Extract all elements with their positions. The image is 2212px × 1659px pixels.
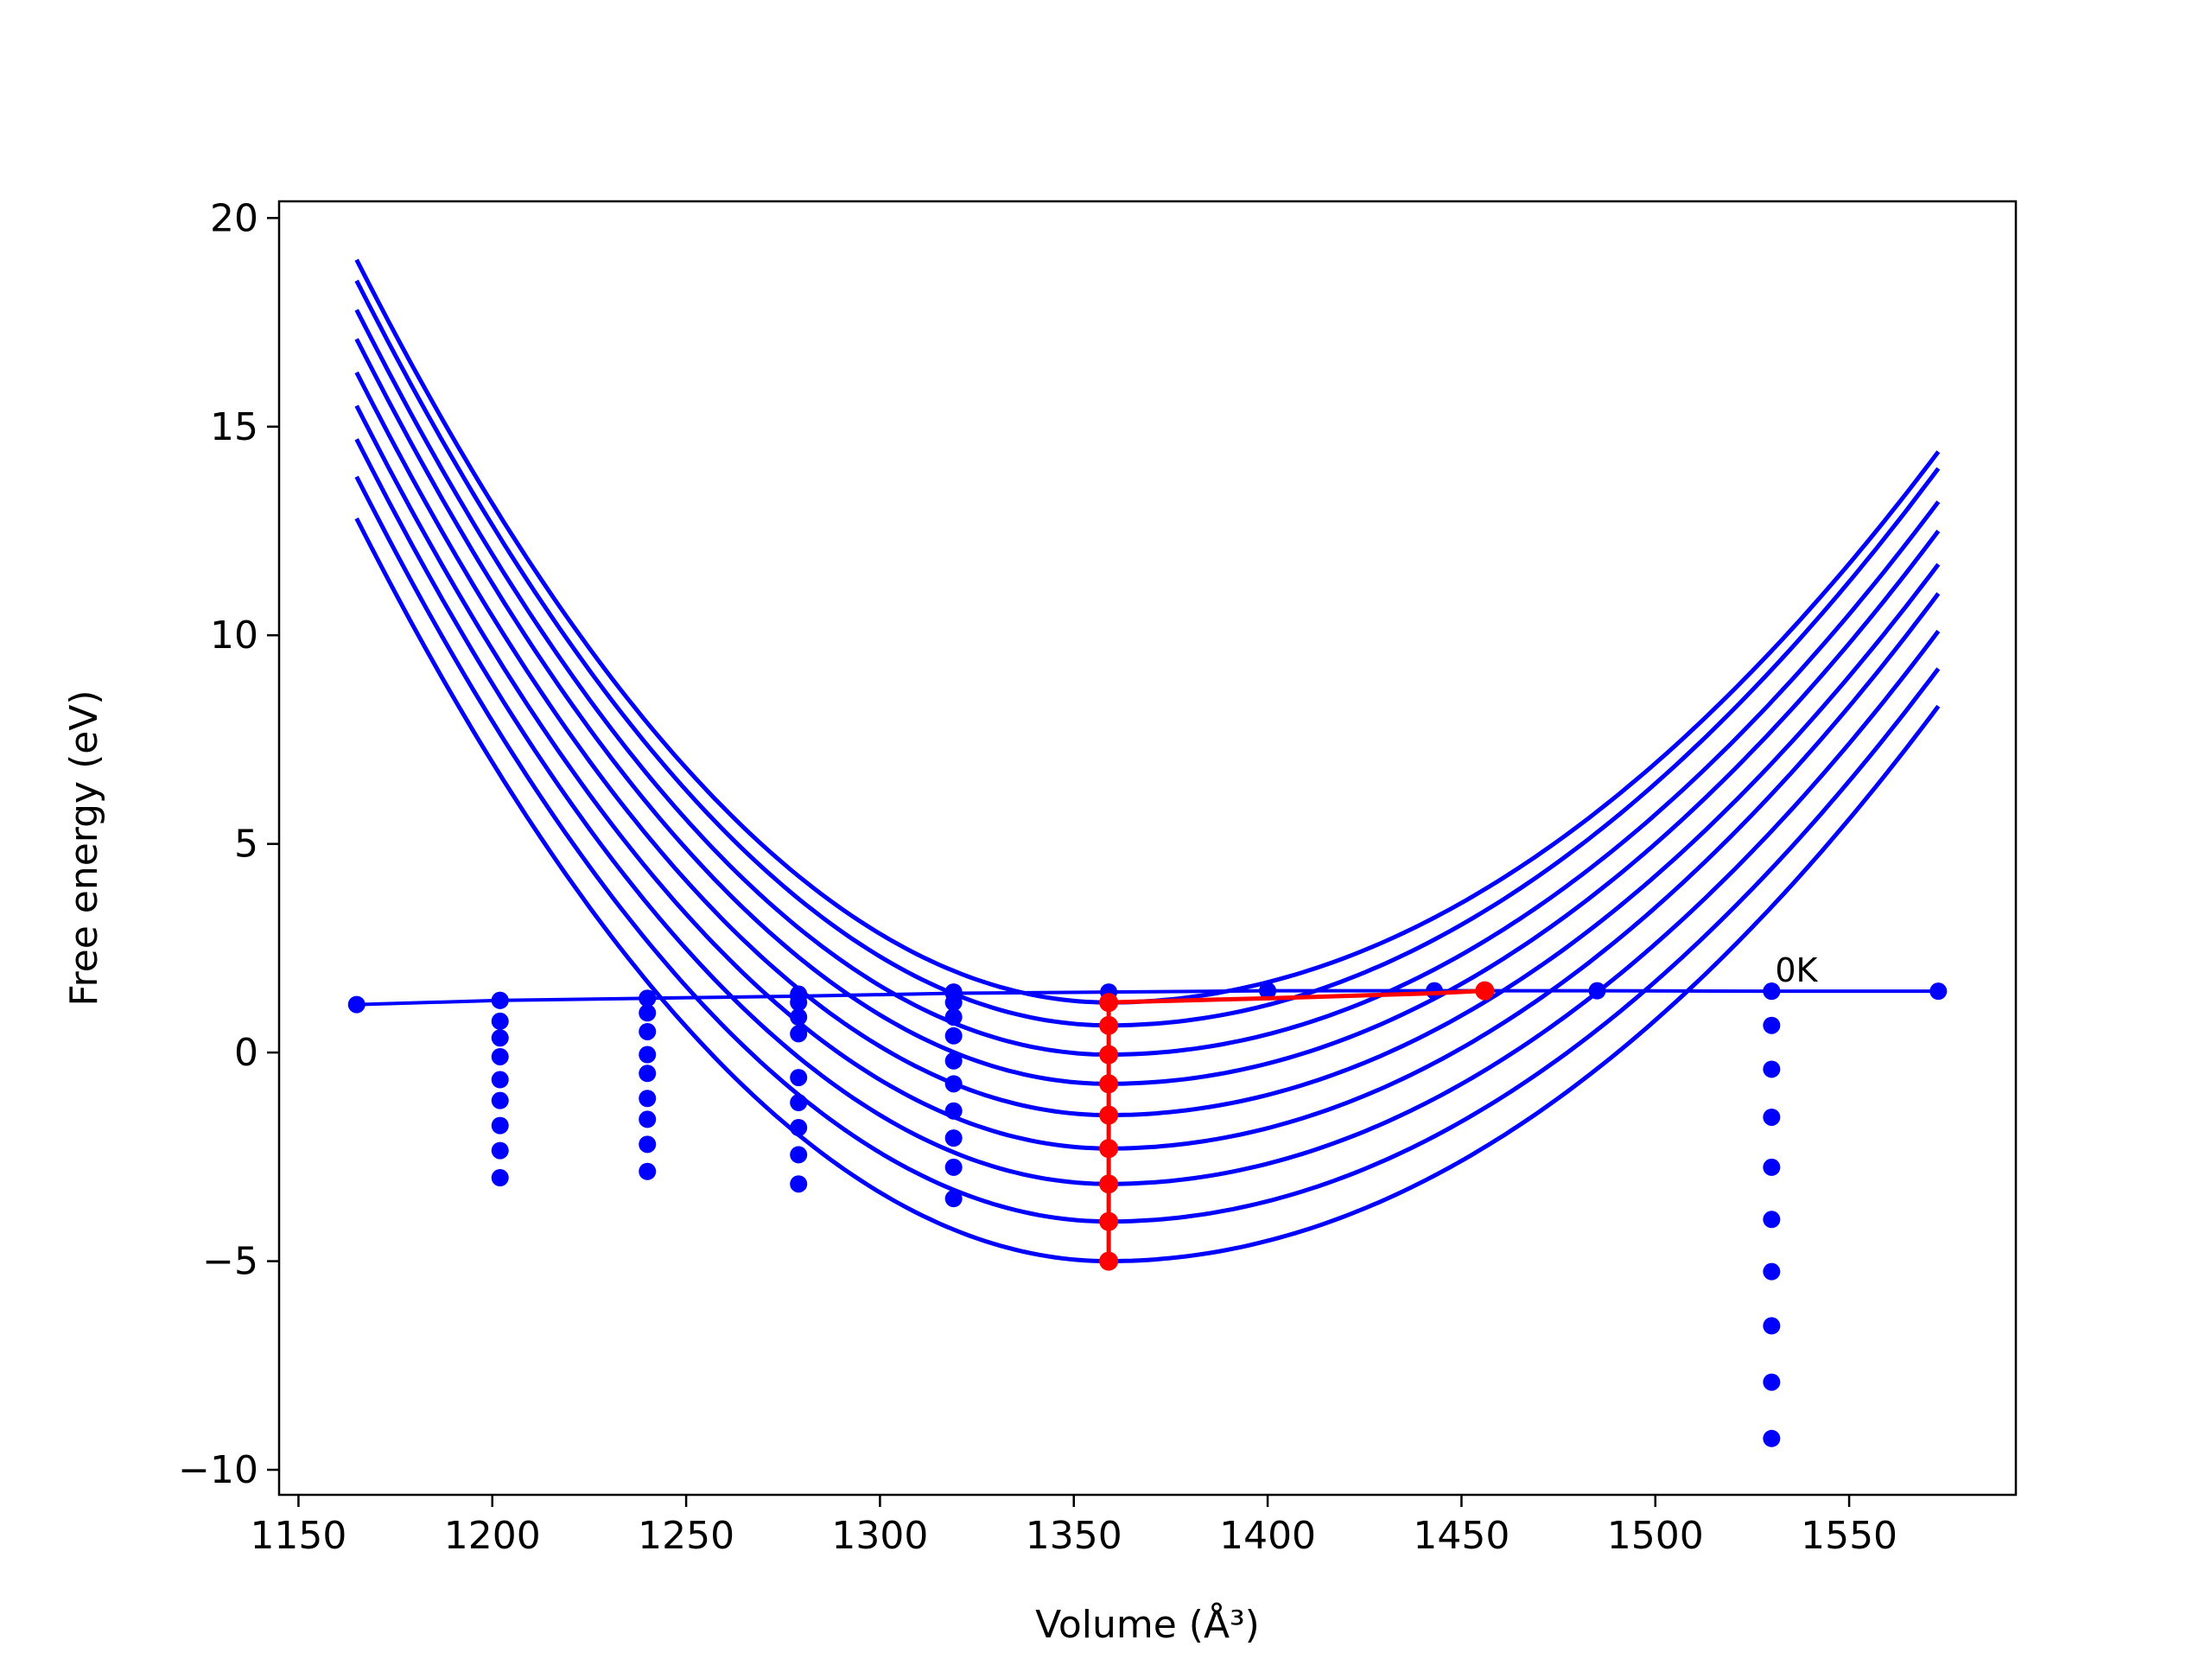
x-tick-label: 1300 <box>831 1514 928 1558</box>
dot-v1279 <box>790 1175 808 1193</box>
dot-v1279 <box>790 1146 808 1164</box>
dot-v1202 <box>491 1071 509 1089</box>
dot-v1202 <box>491 1168 509 1186</box>
dot-v1279 <box>790 1008 808 1027</box>
y-tick-label: 5 <box>234 823 258 867</box>
zero-kelvin-series <box>347 982 1948 1014</box>
x-axis-label: Volume (Å³) <box>1035 1601 1260 1647</box>
y-tick-label: 10 <box>210 613 258 658</box>
fitted-curve-5 <box>354 404 1941 1151</box>
dot-v1319 <box>944 1102 963 1120</box>
y-tick-label: −5 <box>202 1240 258 1284</box>
highlight-point <box>1099 1139 1119 1159</box>
dot-v1319 <box>944 1075 963 1093</box>
dot-v1530 <box>1763 1060 1781 1078</box>
dot-v1240 <box>639 1004 657 1022</box>
dot-v1279 <box>790 994 808 1012</box>
y-tick-label: 20 <box>210 196 258 240</box>
dot-v1240 <box>639 1022 657 1040</box>
x-tick-label: 1450 <box>1413 1514 1510 1558</box>
dot-v1530 <box>1763 1373 1781 1391</box>
dot-v1202 <box>491 1141 509 1160</box>
dot-v1319 <box>944 1158 963 1176</box>
dot-v1319 <box>944 1190 963 1208</box>
dot-v1319 <box>944 1129 963 1147</box>
zero-kelvin-point <box>1259 982 1277 1000</box>
x-tick-label: 1200 <box>444 1514 541 1558</box>
highlight-path-line <box>1109 988 1485 1005</box>
highlight-end-point <box>1475 981 1495 1001</box>
dot-v1530 <box>1763 1108 1781 1126</box>
x-tick-label: 1550 <box>1801 1514 1897 1558</box>
dot-v1240 <box>639 1135 657 1154</box>
zero-kelvin-point <box>1929 982 1948 1001</box>
zero-kelvin-point <box>1588 982 1606 1000</box>
dot-v1240 <box>639 989 657 1007</box>
dot-v1279 <box>790 1094 808 1112</box>
y-axis-label: Free energy (eV) <box>62 690 106 1006</box>
x-tick-label: 1400 <box>1219 1514 1316 1558</box>
zero-kelvin-point <box>1426 982 1444 1000</box>
highlight-series <box>1099 981 1495 1271</box>
y-tick-label: 0 <box>234 1031 258 1075</box>
annotation-label: 0K <box>1775 951 1818 989</box>
data-points <box>491 982 1781 1447</box>
y-tick-label: −10 <box>178 1448 258 1492</box>
fitted-curve-8 <box>354 517 1941 1264</box>
dot-v1202 <box>491 1012 509 1030</box>
dot-v1279 <box>790 1119 808 1137</box>
highlight-point <box>1099 993 1119 1013</box>
dot-v1240 <box>639 1162 657 1180</box>
x-tick-label: 1250 <box>638 1514 734 1558</box>
fitted-curves <box>354 258 1941 1264</box>
dot-v1530 <box>1763 1317 1781 1335</box>
dot-v1240 <box>639 1046 657 1064</box>
highlight-point <box>1099 1251 1119 1271</box>
fitted-curve-4 <box>354 371 1941 1118</box>
dot-v1530 <box>1763 982 1781 1001</box>
highlight-point <box>1099 1074 1119 1094</box>
dot-v1279 <box>790 1025 808 1043</box>
dot-v1202 <box>491 991 509 1009</box>
dot-v1279 <box>790 1069 808 1087</box>
annotations: 0K <box>1775 951 1818 989</box>
zero-kelvin-point <box>347 995 365 1014</box>
dot-v1319 <box>944 1027 963 1045</box>
dot-v1240 <box>639 1090 657 1108</box>
x-tick-label: 1350 <box>1026 1514 1122 1558</box>
dot-v1319 <box>944 994 963 1012</box>
fitted-curve-1 <box>354 279 1941 1028</box>
highlight-point <box>1099 1105 1119 1125</box>
dot-v1530 <box>1763 1262 1781 1281</box>
fitted-curve-7 <box>354 475 1941 1224</box>
fitted-curve-3 <box>354 338 1941 1086</box>
highlight-point <box>1099 1211 1119 1231</box>
dot-v1202 <box>491 1116 509 1135</box>
x-axis-ticks: 1150 1200 1250 1300 1350 1400 1450 1500 1550 <box>250 1495 1897 1558</box>
fitted-curve-0 <box>354 258 1941 1005</box>
x-tick-label: 1150 <box>250 1514 346 1558</box>
dot-v1202 <box>491 1029 509 1047</box>
dot-v1319 <box>944 1008 963 1027</box>
highlight-point <box>1099 1174 1119 1194</box>
dot-v1202 <box>491 1091 509 1109</box>
dot-v1319 <box>944 1052 963 1070</box>
highlight-point <box>1099 1015 1119 1035</box>
y-tick-label: 15 <box>210 405 258 449</box>
dot-v1240 <box>639 1065 657 1083</box>
plot-frame <box>277 200 2018 1497</box>
dot-v1530 <box>1763 1211 1781 1229</box>
y-axis-ticks: −10 −5 0 5 10 15 20 <box>178 196 279 1492</box>
dot-v1530 <box>1763 1016 1781 1034</box>
x-tick-label: 1500 <box>1607 1514 1704 1558</box>
fitted-curve-6 <box>354 438 1941 1186</box>
dot-v1530 <box>1763 1158 1781 1176</box>
dot-v1530 <box>1763 1429 1781 1447</box>
highlight-point <box>1099 1045 1119 1065</box>
dot-v1202 <box>491 1047 509 1065</box>
fitted-curve-2 <box>354 308 1941 1057</box>
dot-v1240 <box>639 1110 657 1128</box>
